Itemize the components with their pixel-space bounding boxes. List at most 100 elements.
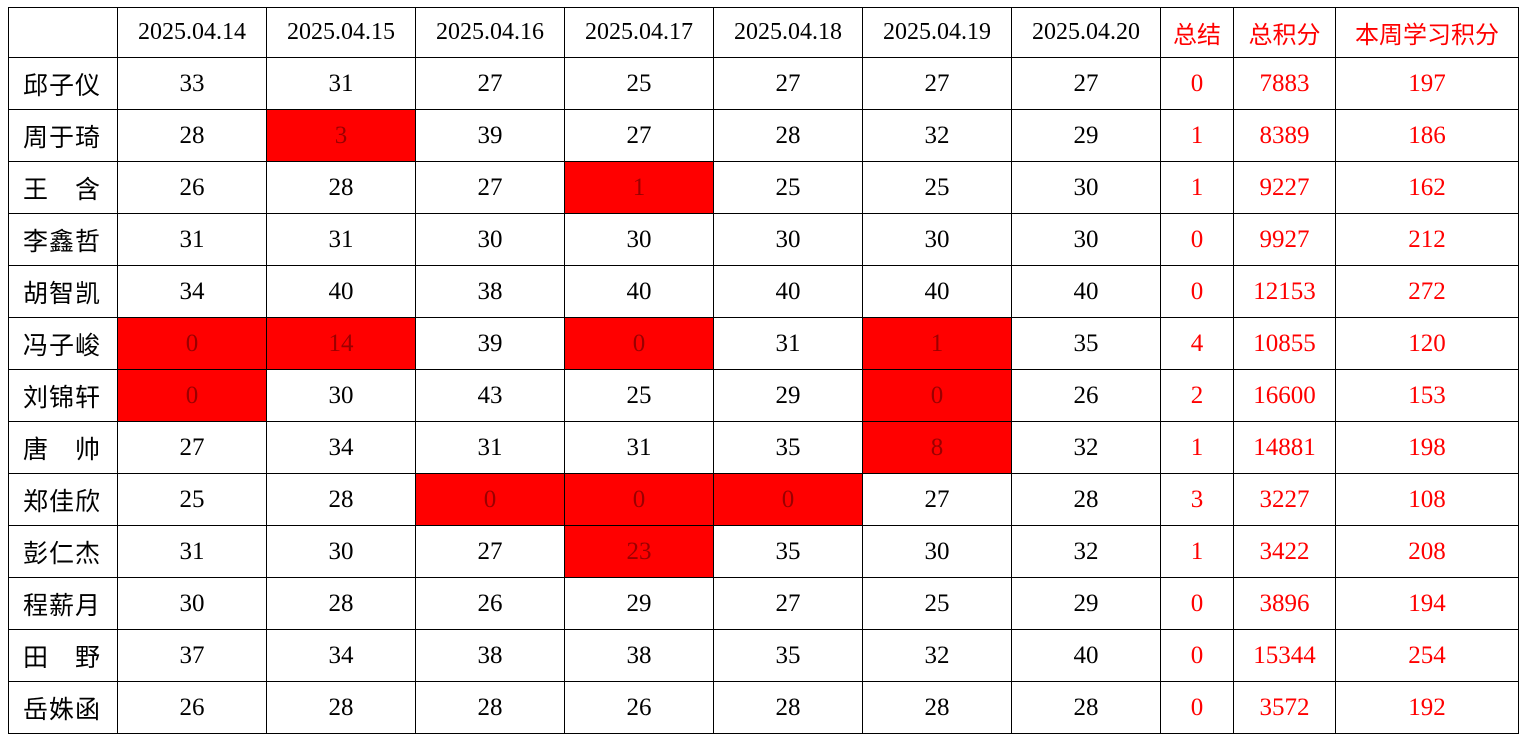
score-cell: 35 — [1011, 317, 1161, 370]
weekly-score-cell: 198 — [1335, 421, 1519, 474]
score-cell: 40 — [862, 265, 1012, 318]
weekly-score-cell: 120 — [1335, 317, 1519, 370]
table-row: 邱子仪 33 31 27 25 27 27 27 0 7883 197 — [8, 57, 1519, 110]
score-cell: 27 — [117, 421, 267, 474]
total-score-cell: 16600 — [1233, 369, 1336, 422]
score-cell: 40 — [1011, 265, 1161, 318]
student-name: 冯子峻 — [8, 317, 118, 370]
score-cell: 40 — [1011, 629, 1161, 682]
score-cell: 31 — [266, 213, 416, 266]
score-cell: 30 — [266, 369, 416, 422]
score-cell: 26 — [564, 681, 714, 734]
score-cell-flagged: 8 — [862, 421, 1012, 474]
score-cell: 30 — [862, 213, 1012, 266]
student-name: 王 含 — [8, 161, 118, 214]
summary-cell: 0 — [1160, 57, 1234, 110]
table-row: 彭仁杰 31 30 27 23 35 30 32 1 3422 208 — [8, 525, 1519, 578]
table-row: 李鑫哲 31 31 30 30 30 30 30 0 9927 212 — [8, 213, 1519, 266]
score-cell: 28 — [117, 109, 267, 162]
table-row: 岳姝函 26 28 28 26 28 28 28 0 3572 192 — [8, 681, 1519, 734]
summary-cell: 0 — [1160, 629, 1234, 682]
date-header: 2025.04.18 — [713, 7, 863, 58]
score-cell: 28 — [713, 109, 863, 162]
score-cell: 37 — [117, 629, 267, 682]
score-cell: 34 — [266, 421, 416, 474]
score-cell-flagged: 23 — [564, 525, 714, 578]
score-cell: 27 — [862, 473, 1012, 526]
score-cell: 38 — [415, 265, 565, 318]
score-cell: 38 — [564, 629, 714, 682]
date-header: 2025.04.20 — [1011, 7, 1161, 58]
score-cell: 26 — [117, 161, 267, 214]
summary-cell: 4 — [1160, 317, 1234, 370]
score-cell: 27 — [415, 57, 565, 110]
score-cell-flagged: 0 — [117, 317, 267, 370]
student-name: 胡智凯 — [8, 265, 118, 318]
table-row: 刘锦轩 0 30 43 25 29 0 26 2 16600 153 — [8, 369, 1519, 422]
total-score-cell: 3896 — [1233, 577, 1336, 630]
score-cell: 31 — [713, 317, 863, 370]
student-name: 刘锦轩 — [8, 369, 118, 422]
score-cell: 40 — [266, 265, 416, 318]
total-score-cell: 15344 — [1233, 629, 1336, 682]
score-cell: 28 — [266, 577, 416, 630]
score-cell: 35 — [713, 421, 863, 474]
score-cell-flagged: 0 — [564, 317, 714, 370]
score-cell: 28 — [1011, 681, 1161, 734]
score-cell: 27 — [713, 57, 863, 110]
total-score-header: 总积分 — [1233, 7, 1336, 58]
summary-cell: 0 — [1160, 681, 1234, 734]
student-name: 李鑫哲 — [8, 213, 118, 266]
table-row: 胡智凯 34 40 38 40 40 40 40 0 12153 272 — [8, 265, 1519, 318]
score-cell: 30 — [1011, 213, 1161, 266]
score-cell: 31 — [117, 525, 267, 578]
total-score-cell: 3227 — [1233, 473, 1336, 526]
score-cell: 31 — [415, 421, 565, 474]
score-cell: 32 — [862, 629, 1012, 682]
summary-cell: 1 — [1160, 525, 1234, 578]
score-cell: 30 — [415, 213, 565, 266]
total-score-cell: 10855 — [1233, 317, 1336, 370]
date-header: 2025.04.14 — [117, 7, 267, 58]
score-cell: 25 — [862, 161, 1012, 214]
weekly-score-cell: 194 — [1335, 577, 1519, 630]
total-score-cell: 3572 — [1233, 681, 1336, 734]
total-score-cell: 9227 — [1233, 161, 1336, 214]
score-cell: 40 — [713, 265, 863, 318]
score-cell: 25 — [713, 161, 863, 214]
score-cell: 34 — [266, 629, 416, 682]
total-score-cell: 3422 — [1233, 525, 1336, 578]
table-row: 田 野 37 34 38 38 35 32 40 0 15344 254 — [8, 629, 1519, 682]
score-cell: 34 — [117, 265, 267, 318]
student-name: 周于琦 — [8, 109, 118, 162]
date-header: 2025.04.19 — [862, 7, 1012, 58]
score-cell: 26 — [117, 681, 267, 734]
score-cell: 27 — [415, 161, 565, 214]
score-cell: 31 — [564, 421, 714, 474]
table-row: 王 含 26 28 27 1 25 25 30 1 9227 162 — [8, 161, 1519, 214]
score-cell: 25 — [564, 369, 714, 422]
summary-cell: 2 — [1160, 369, 1234, 422]
table-row: 郑佳欣 25 28 0 0 0 27 28 3 3227 108 — [8, 473, 1519, 526]
score-cell: 25 — [564, 57, 714, 110]
score-cell: 32 — [1011, 421, 1161, 474]
score-cell: 26 — [1011, 369, 1161, 422]
summary-header: 总结 — [1160, 7, 1234, 58]
weekly-score-cell: 153 — [1335, 369, 1519, 422]
score-table: 2025.04.14 2025.04.15 2025.04.16 2025.04.17… — [8, 7, 1519, 734]
weekly-score-cell: 272 — [1335, 265, 1519, 318]
score-cell-flagged: 0 — [713, 473, 863, 526]
score-cell: 43 — [415, 369, 565, 422]
score-cell: 35 — [713, 525, 863, 578]
table-row: 冯子峻 0 14 39 0 31 1 35 4 10855 120 — [8, 317, 1519, 370]
score-cell: 27 — [564, 109, 714, 162]
weekly-score-cell: 208 — [1335, 525, 1519, 578]
student-name: 彭仁杰 — [8, 525, 118, 578]
score-cell: 27 — [415, 525, 565, 578]
summary-cell: 1 — [1160, 109, 1234, 162]
student-name: 唐 帅 — [8, 421, 118, 474]
score-cell: 28 — [1011, 473, 1161, 526]
score-cell: 29 — [1011, 109, 1161, 162]
score-cell: 29 — [564, 577, 714, 630]
score-cell: 27 — [713, 577, 863, 630]
